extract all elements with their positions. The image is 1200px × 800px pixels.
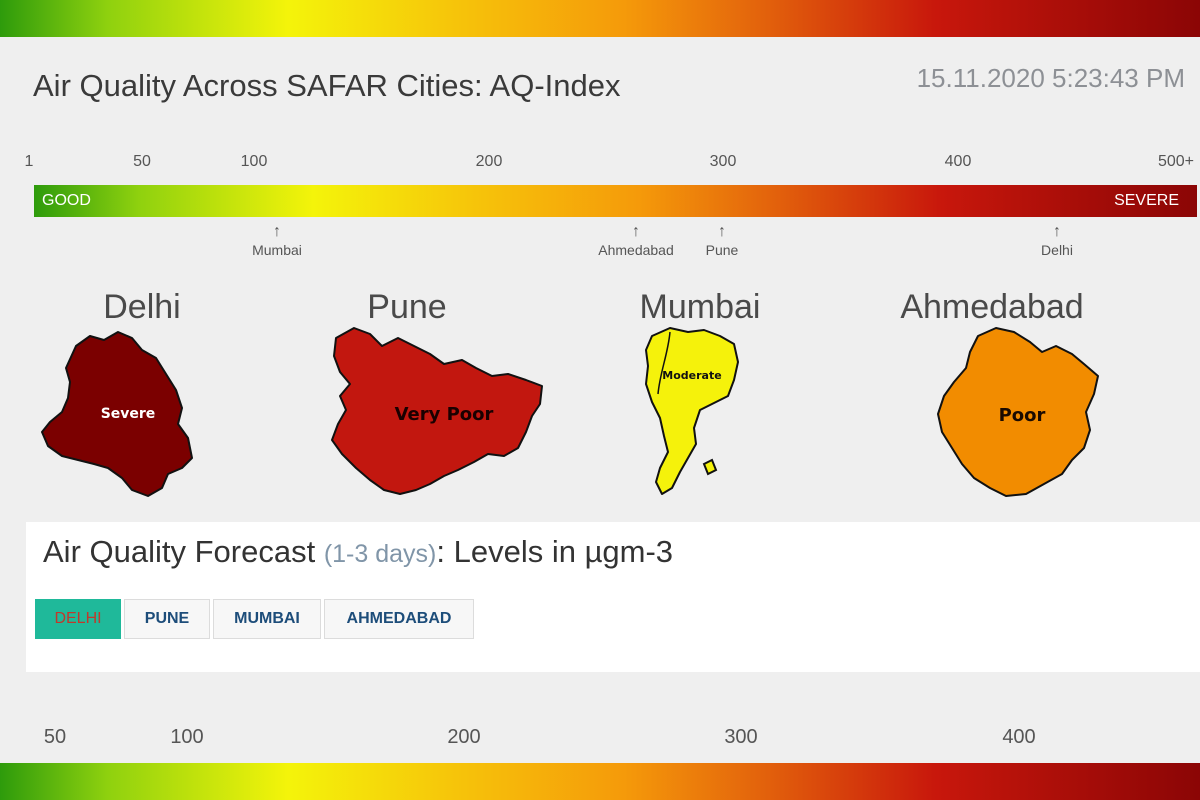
ahmedabad-category-label: Poor: [999, 405, 1046, 426]
marker-label: Mumbai: [252, 242, 302, 258]
tab-ahmedabad[interactable]: AHMEDABAD: [324, 599, 474, 639]
forecast-panel: Air Quality Forecast (1-3 days): Levels …: [26, 522, 1200, 672]
bottom-tick-300: 300: [724, 726, 758, 748]
delhi-map: Severe: [41, 331, 193, 497]
scale-tick-500-plus: 500+: [1157, 153, 1195, 170]
mumbai-category-label: Moderate: [662, 369, 721, 382]
arrow-up-icon: ↑: [717, 223, 726, 240]
page-title: Air Quality Across SAFAR Cities: AQ-Inde…: [33, 68, 621, 103]
pune-category-label: Very Poor: [395, 404, 494, 425]
forecast-title-sub: (1-3 days): [323, 540, 437, 568]
delhi-category-label: Severe: [101, 406, 156, 422]
arrow-up-icon: ↑: [631, 223, 640, 240]
forecast-city-tabs: DELHI PUNE MUMBAI AHMEDABAD: [35, 599, 477, 639]
city-name-pune: Pune: [367, 288, 447, 326]
arrow-up-icon: ↑: [272, 223, 281, 240]
marker-pune: ↑ Pune: [706, 222, 739, 258]
pune-map-shape: [331, 327, 543, 495]
ahmedabad-map-shape: [937, 327, 1099, 497]
bottom-tick-100: 100: [170, 726, 204, 748]
mumbai-island-shape: [702, 458, 718, 476]
pune-map: Very Poor: [331, 327, 543, 495]
marker-label: Ahmedabad: [598, 242, 674, 258]
mumbai-map-shape: [645, 327, 739, 495]
scale-good-label: GOOD: [42, 192, 91, 209]
ahmedabad-map: Poor: [937, 327, 1099, 497]
bottom-tick-50: 50: [43, 726, 67, 748]
marker-ahmedabad: ↑ Ahmedabad: [598, 222, 674, 258]
forecast-title: Air Quality Forecast (1-3 days): Levels …: [43, 534, 673, 570]
scale-tick-400: 400: [944, 153, 972, 170]
timestamp: 15.11.2020 5:23:43 PM: [916, 63, 1185, 93]
aqi-scale-bar: GOOD SEVERE: [34, 185, 1197, 217]
marker-mumbai: ↑ Mumbai: [252, 222, 302, 258]
scale-tick-200: 200: [475, 153, 503, 170]
marker-label: Delhi: [1041, 242, 1073, 258]
scale-tick-300: 300: [709, 153, 737, 170]
marker-label: Pune: [705, 242, 739, 258]
scale-tick-100: 100: [240, 153, 268, 170]
tab-mumbai[interactable]: MUMBAI: [213, 599, 321, 639]
mumbai-map: Moderate: [645, 327, 739, 495]
bottom-tick-400: 400: [1002, 726, 1036, 748]
bottom-gradient-strip: [0, 763, 1200, 800]
scale-tick-1: 1: [24, 153, 34, 170]
delhi-map-shape: [41, 331, 193, 497]
arrow-up-icon: ↑: [1053, 223, 1061, 240]
forecast-title-main: Air Quality Forecast: [43, 534, 316, 569]
city-name-ahmedabad: Ahmedabad: [900, 288, 1084, 326]
scale-severe-label: SEVERE: [1114, 192, 1179, 209]
top-gradient-strip: [0, 0, 1200, 37]
mumbai-border-line: [657, 331, 671, 395]
tab-delhi[interactable]: DELHI: [35, 599, 121, 639]
tab-pune[interactable]: PUNE: [124, 599, 210, 639]
marker-delhi: ↑ Delhi: [1041, 222, 1073, 258]
city-name-delhi: Delhi: [103, 288, 181, 326]
forecast-title-rest: : Levels in µgm-3: [436, 534, 674, 569]
scale-tick-50: 50: [133, 153, 151, 170]
city-name-mumbai: Mumbai: [639, 288, 761, 326]
bottom-tick-200: 200: [447, 726, 481, 748]
